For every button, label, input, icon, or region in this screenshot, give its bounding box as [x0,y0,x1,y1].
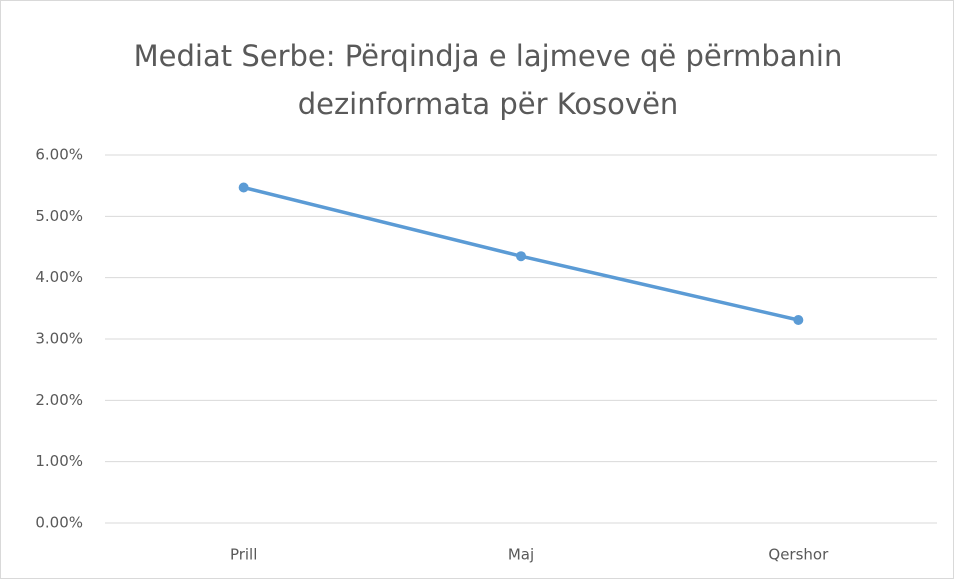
x-tick-label: Prill [230,546,257,564]
y-tick-label: 6.00% [35,146,83,164]
x-tick-label: Maj [508,546,534,564]
x-tick-label: Qershor [768,546,829,564]
y-tick-label: 2.00% [35,391,83,409]
y-tick-label: 3.00% [35,330,83,348]
y-tick-label: 0.00% [35,514,83,532]
data-point [793,314,804,325]
data-point [238,182,249,193]
data-point [516,251,526,262]
y-tick-label: 5.00% [35,207,83,225]
y-tick-label: 1.00% [35,452,83,470]
chart-title: Mediat Serbe: Përqindja e lajmeve që për… [133,39,843,121]
y-tick-label: 4.00% [35,268,83,286]
